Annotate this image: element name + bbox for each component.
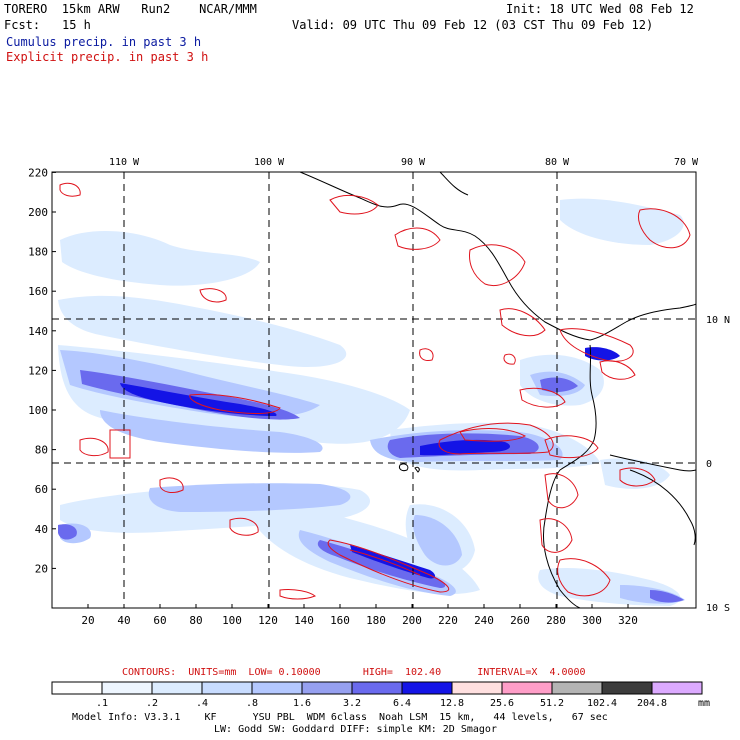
colorbar-swatch [601,681,653,695]
colorbar-label: 1.6 [293,698,311,709]
colorbar [51,681,703,695]
latitude-label: 10 S [706,603,730,614]
x-tick-label: 240 [474,614,494,627]
x-tick-label: 320 [618,614,638,627]
colorbar-swatch [201,681,253,695]
colorbar-label: 3.2 [343,698,361,709]
x-tick-label: 120 [258,614,278,627]
legend-explicit: Explicit precip. in past 3 h [6,50,209,64]
colorbar-swatch [51,681,103,695]
colorbar-swatch [301,681,353,695]
colorbar-label: 204.8 [637,698,667,709]
cumulus-precip-shading [58,198,685,606]
longitude-label: 90 W [401,157,426,168]
valid-time: Valid: 09 UTC Thu 09 Feb 12 (03 CST Thu … [292,18,654,32]
lat-lon-grid [52,172,696,608]
colorbar-swatch [351,681,403,695]
x-tick-label: 100 [222,614,242,627]
y-tick-label: 220 [28,166,48,179]
y-tick-label: 180 [28,246,48,259]
x-tick-label: 20 [81,614,94,627]
colorbar-label: 102.4 [587,698,617,709]
longitude-label: 70 W [674,157,699,168]
x-tick-label: 180 [366,614,386,627]
colorbar-label: .8 [246,698,258,709]
x-tick-label: 280 [546,614,566,627]
coastlines [299,172,696,608]
colorbar-label: 25.6 [490,698,514,709]
longitude-label: 100 W [254,157,285,168]
latitude-label: 10 N [706,315,730,326]
x-tick-label: 260 [510,614,530,627]
colorbar-unit: mm [698,698,710,709]
y-tick-label: 120 [28,364,48,377]
colorbar-swatch [151,681,203,695]
colorbar-swatch [401,681,453,695]
colorbar-swatch [101,681,153,695]
map-frame [51,171,697,609]
x-tick-label: 160 [330,614,350,627]
colorbar-label: 12.8 [440,698,464,709]
colorbar-swatch [551,681,603,695]
y-tick-label: 20 [35,562,48,575]
colorbar-swatch [651,681,703,695]
forecast-hour: 15 h [62,18,91,32]
y-tick-label: 80 [35,444,48,457]
x-tick-label: 40 [117,614,130,627]
colorbar-label: .4 [196,698,208,709]
colorbar-swatch [501,681,553,695]
colorbar-label: 51.2 [540,698,564,709]
y-tick-label: 160 [28,285,48,298]
colorbar-label: .2 [146,698,158,709]
x-tick-label: 220 [438,614,458,627]
explicit-precip-contours [59,182,691,600]
y-tick-label: 40 [35,523,48,536]
colorbar-label: .1 [96,698,108,709]
x-tick-label: 300 [582,614,602,627]
x-tick-label: 60 [153,614,166,627]
colorbar-label: 6.4 [393,698,411,709]
forecast-label: Fcst: [4,18,41,32]
y-tick-label: 60 [35,483,48,496]
x-tick-label: 200 [402,614,422,627]
model-info: Model Info: V3.3.1 KF YSU PBL WDM 6class… [72,712,608,723]
colorbar-swatch [251,681,303,695]
init-time: Init: 18 UTC Wed 08 Feb 12 [506,2,694,16]
legend-cumulus: Cumulus precip. in past 3 h [6,35,202,49]
model-title: TORERO 15km ARW Run2 NCAR/MMM [4,2,257,16]
x-tick-label: 140 [294,614,314,627]
y-tick-label: 140 [28,325,48,338]
y-tick-label: 200 [28,206,48,219]
x-tick-label: 80 [189,614,202,627]
contours-info: CONTOURS: UNITS=mm LOW= 0.10000 HIGH= 10… [122,667,586,678]
longitude-label: 80 W [545,157,570,168]
y-tick-label: 100 [28,404,48,417]
longitude-label: 110 W [109,157,140,168]
colorbar-swatch [451,681,503,695]
physics-info: LW: Godd SW: Goddard DIFF: simple KM: 2D… [214,724,497,735]
latitude-label: 0 [706,459,712,470]
